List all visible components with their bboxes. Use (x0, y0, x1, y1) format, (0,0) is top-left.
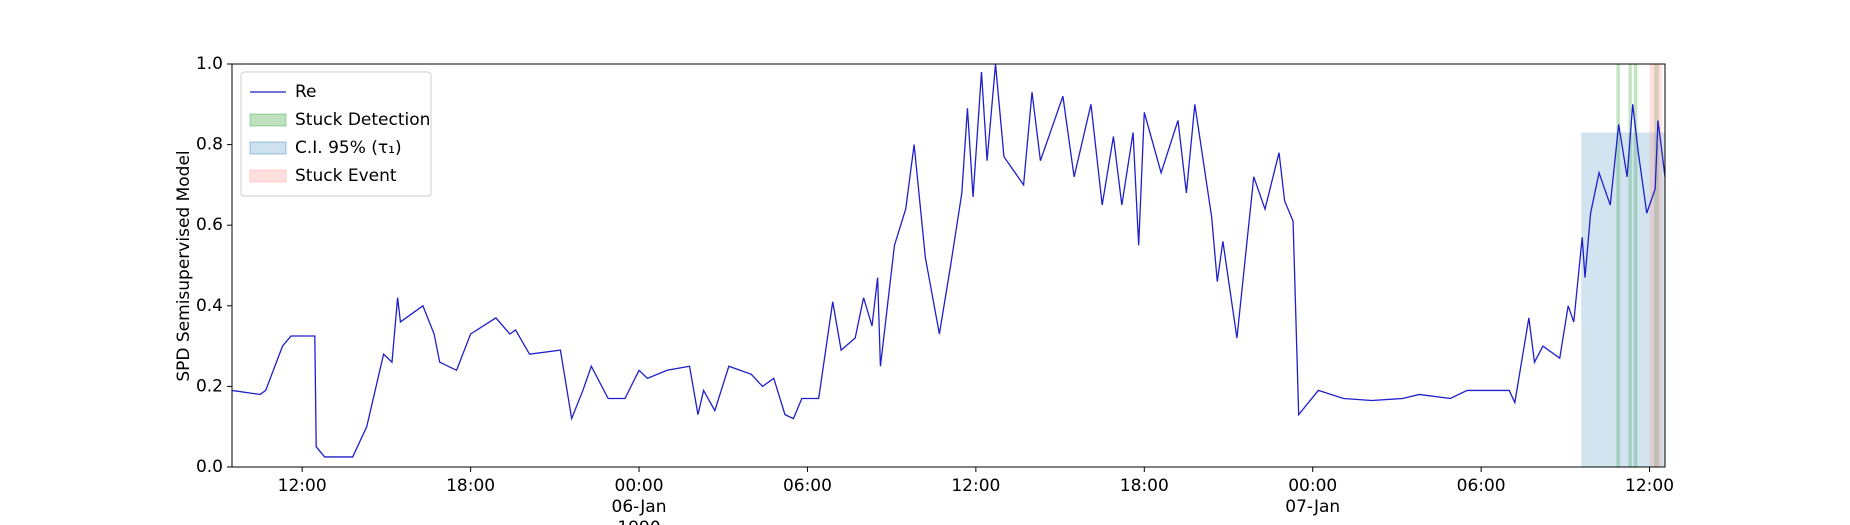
x-tick-label: 18:00 (446, 476, 495, 496)
y-axis-label: SPD Semisupervised Model (174, 150, 194, 381)
legend-swatch (249, 113, 287, 127)
y-tick-label: 0.8 (196, 135, 223, 155)
y-tick-label: 0.4 (196, 296, 223, 316)
legend-box (240, 71, 432, 197)
legend-swatch (249, 169, 287, 183)
y-tick-label: 0.2 (196, 376, 223, 396)
x-tick-label: 06:00 (1457, 476, 1506, 496)
x-tick-label: 12:00 (951, 476, 1000, 496)
legend-swatch (249, 141, 287, 155)
x-tick-label: 00:00 07-Jan (1285, 476, 1340, 517)
legend-label: C.I. 95% (τ₁) (295, 138, 402, 158)
y-tick-label: 1.0 (196, 54, 223, 74)
span (1654, 64, 1659, 467)
legend: Re Stuck Detection C.I. 95% (τ₁) Stuck Even… (240, 71, 432, 197)
legend-label: Re (295, 82, 317, 102)
x-tick-label: 18:00 (1120, 476, 1169, 496)
x-tick-label: 12:00 (1625, 476, 1674, 496)
span (1649, 64, 1663, 467)
y-tick-label: 0.0 (196, 457, 223, 477)
span (1616, 64, 1621, 467)
span (1633, 64, 1638, 467)
line (231, 63, 1666, 458)
legend-label: Stuck Detection (295, 110, 430, 130)
legend-label: Stuck Event (295, 166, 397, 186)
span (1628, 64, 1632, 467)
x-tick-label: 12:00 (278, 476, 327, 496)
axes-frame (231, 63, 1666, 468)
y-tick-label: 0.6 (196, 215, 223, 235)
x-tick-label: 06:00 (783, 476, 832, 496)
